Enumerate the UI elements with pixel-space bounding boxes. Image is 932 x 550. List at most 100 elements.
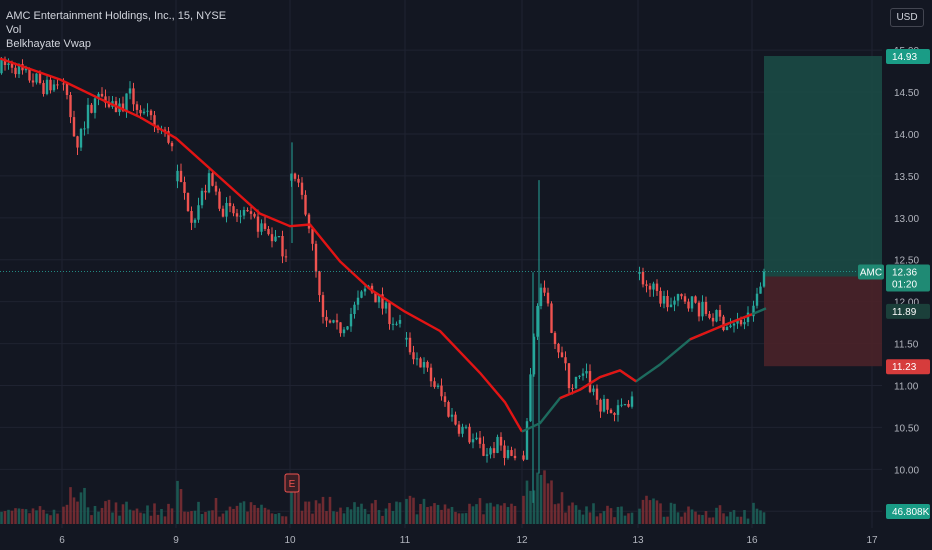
candle — [532, 336, 536, 375]
price-label-vwap-text: 11.89 — [892, 307, 917, 318]
volume-bar — [443, 504, 447, 524]
volume-bar — [28, 513, 31, 524]
currency-button[interactable]: USD — [890, 8, 924, 27]
candle — [732, 323, 736, 326]
candle — [239, 215, 242, 217]
candle — [513, 455, 517, 459]
volume-bar — [242, 501, 246, 524]
y-tick-label: 13.00 — [894, 214, 919, 225]
volume-bar — [314, 500, 318, 524]
candle — [267, 228, 270, 235]
volume-bar — [680, 516, 683, 524]
candle — [149, 110, 153, 116]
volume-bar — [616, 506, 620, 524]
position-tool — [764, 56, 882, 367]
vwap-segment — [0, 57, 524, 433]
volume-bar — [111, 512, 114, 524]
volume-bar — [471, 506, 475, 524]
y-tick-label: 14.50 — [894, 88, 919, 99]
candle — [325, 316, 328, 321]
volume-bar — [270, 513, 274, 524]
candle — [281, 236, 284, 257]
volume-bar — [478, 498, 482, 524]
volume-bar — [31, 508, 35, 524]
candle — [35, 73, 38, 83]
volume-bar — [557, 503, 560, 524]
candle — [690, 296, 694, 309]
candle — [415, 358, 419, 360]
volume-bar — [76, 501, 79, 524]
candle — [72, 117, 76, 137]
candle — [228, 202, 232, 207]
candle — [627, 403, 630, 407]
vwap-segment — [689, 313, 753, 341]
volume-bar — [167, 503, 170, 524]
candle — [743, 322, 746, 325]
vol-indicator-label[interactable]: Vol — [6, 24, 22, 36]
candle — [620, 404, 623, 406]
volume-bar — [128, 509, 132, 524]
vwap-indicator-label[interactable]: Belkhayate Vwap — [6, 38, 91, 50]
volume-bar — [422, 498, 426, 524]
volume-bar — [156, 514, 160, 524]
volume-bar — [97, 511, 100, 524]
volume-bar — [419, 504, 422, 524]
candle — [270, 234, 274, 242]
volume-bar — [17, 508, 21, 524]
y-tick-label: 11.00 — [894, 381, 919, 392]
candle — [200, 190, 204, 206]
volume-bar — [648, 500, 652, 524]
candle — [246, 210, 249, 212]
candle — [388, 302, 391, 325]
candle — [360, 291, 363, 298]
volume-bar — [260, 504, 263, 524]
volume-bar — [687, 506, 690, 524]
candle — [69, 94, 72, 118]
candle — [170, 142, 174, 147]
candle — [585, 371, 588, 374]
candle — [139, 109, 142, 114]
volume-bar — [659, 503, 662, 524]
volume-bar — [125, 501, 128, 524]
candle — [391, 323, 395, 325]
volume-bar — [221, 513, 225, 524]
candle — [284, 256, 288, 258]
volume-bar — [86, 507, 90, 524]
candle — [186, 192, 190, 212]
candle — [335, 320, 339, 323]
legend: AMC Entertainment Holdings, Inc., 15, NY… — [6, 9, 226, 51]
candle — [433, 381, 436, 387]
volume-bar — [388, 503, 391, 524]
volume-bar — [249, 502, 253, 524]
candle — [86, 104, 90, 129]
candle — [232, 206, 235, 214]
candle — [564, 357, 567, 364]
volume-bar — [599, 513, 602, 524]
candle — [214, 185, 218, 192]
volume-bar — [529, 490, 532, 524]
candle — [381, 294, 384, 309]
candle — [349, 314, 353, 327]
y-tick-label: 10.50 — [894, 423, 919, 434]
candle — [56, 84, 59, 86]
volume-bar — [360, 503, 363, 524]
volume-bar — [708, 517, 711, 524]
x-axis: 6 9 10 11 12 13 16 17 — [59, 535, 878, 546]
earnings-icon: E — [289, 479, 296, 490]
candles — [0, 56, 766, 503]
volume-bar — [214, 497, 218, 524]
x-tick-label: 17 — [866, 535, 878, 546]
volume-bar — [683, 512, 687, 524]
volume-bar — [274, 514, 277, 524]
candle — [297, 178, 300, 183]
volume-bar — [638, 508, 641, 524]
volume-bar — [139, 512, 142, 524]
candle — [638, 271, 641, 274]
candle — [274, 236, 277, 242]
candle — [277, 236, 281, 238]
chart-title[interactable]: AMC Entertainment Holdings, Inc., 15, NY… — [6, 10, 227, 22]
candle — [363, 288, 367, 292]
volume-bar — [14, 508, 17, 524]
